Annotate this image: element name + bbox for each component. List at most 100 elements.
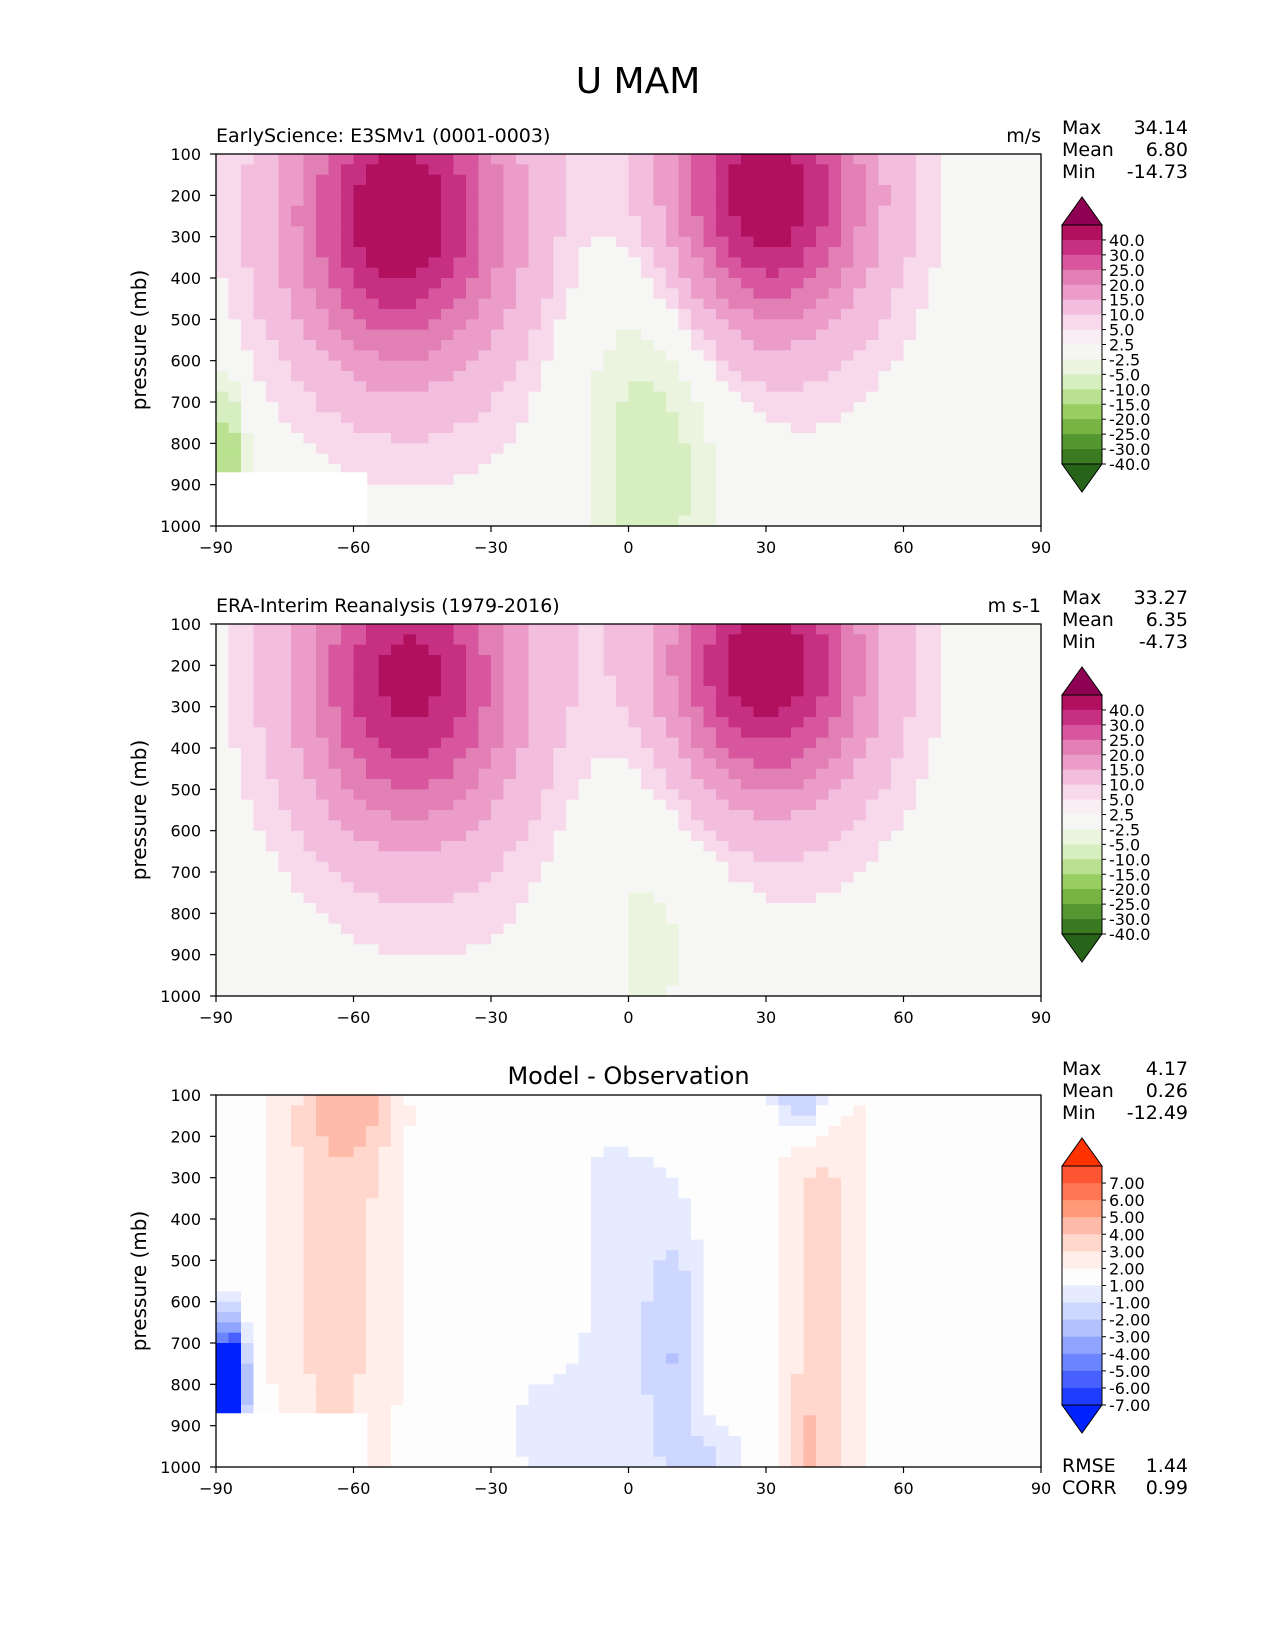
field-cell [666, 278, 680, 290]
field-cell [416, 402, 430, 414]
field-cell [378, 443, 392, 455]
field-cell [603, 892, 617, 904]
field-cell [866, 810, 880, 822]
field-cell [466, 634, 480, 646]
field-cell [478, 505, 492, 517]
field-cell [928, 944, 942, 956]
field-cell [441, 453, 455, 465]
field-cell [466, 923, 480, 935]
field-cell [541, 340, 555, 352]
field-cell [1016, 965, 1030, 977]
colorbar-swatch [1062, 389, 1102, 405]
field-cell [266, 758, 280, 770]
field-cell [866, 174, 880, 186]
field-cell [716, 727, 730, 739]
field-cell [316, 422, 330, 434]
field-cell [353, 391, 367, 403]
field-cell [741, 696, 755, 708]
field-cell [878, 779, 892, 791]
field-cell [653, 665, 667, 677]
field-cell [378, 841, 392, 853]
field-cell [628, 944, 642, 956]
field-cell [966, 861, 980, 873]
field-cell [241, 267, 255, 279]
field-cell [616, 505, 630, 517]
field-cell [853, 686, 867, 698]
field-cell [441, 861, 455, 873]
field-cell [891, 830, 905, 842]
field-cell [453, 727, 467, 739]
field-cell [266, 402, 280, 414]
field-cell [978, 934, 992, 946]
field-cell [266, 975, 280, 987]
field-cell [216, 402, 230, 414]
field-cell [841, 154, 855, 166]
field-cell [878, 624, 892, 636]
field-cell [703, 381, 717, 393]
field-cell [928, 779, 942, 791]
field-cell [666, 164, 680, 176]
field-cell [516, 882, 530, 894]
field-cell [828, 340, 842, 352]
field-cell [528, 360, 542, 372]
field-cell [516, 267, 530, 279]
field-cell [1003, 216, 1017, 228]
field-cell [791, 443, 805, 455]
field-cell [353, 381, 367, 393]
field-cell [353, 748, 367, 760]
field-cell [416, 443, 430, 455]
field-cell [366, 371, 380, 383]
field-cell [791, 975, 805, 987]
field-cell [428, 624, 442, 636]
field-cell [666, 923, 680, 935]
field-cell [716, 236, 730, 248]
field-cell [616, 185, 630, 197]
field-cell [878, 495, 892, 507]
field-cell [316, 985, 330, 997]
field-cell [691, 655, 705, 667]
field-cell [991, 799, 1005, 811]
field-cell [991, 236, 1005, 248]
field-cell [641, 903, 655, 915]
field-cell [378, 810, 392, 822]
field-cell [853, 985, 867, 997]
field-cell [591, 923, 605, 935]
field-cell [216, 1095, 230, 1107]
field-cell [741, 391, 755, 403]
field-cell [803, 453, 817, 465]
field-cell [241, 205, 255, 217]
field-cell [278, 944, 292, 956]
field-cell [916, 381, 930, 393]
field-cell [816, 934, 830, 946]
field-cell [578, 474, 592, 486]
field-cell [841, 288, 855, 300]
field-cell [841, 278, 855, 290]
field-cell [416, 748, 430, 760]
field-cell [466, 288, 480, 300]
field-cell [491, 495, 505, 507]
field-cell [628, 391, 642, 403]
field-cell [753, 820, 767, 832]
field-cell [891, 412, 905, 424]
field-cell [466, 195, 480, 207]
field-cell [391, 319, 405, 331]
field-cell [966, 236, 980, 248]
field-cell [991, 484, 1005, 496]
field-cell [291, 913, 305, 925]
field-cell [566, 675, 580, 687]
field-cell [966, 830, 980, 842]
field-cell [216, 779, 230, 791]
field-cell [428, 944, 442, 956]
field-cell [753, 464, 767, 476]
field-cell [541, 360, 555, 372]
field-cell [616, 903, 630, 915]
field-cell [866, 706, 880, 718]
field-cell [953, 655, 967, 667]
field-cell [541, 381, 555, 393]
field-cell [978, 319, 992, 331]
field-cell [816, 758, 830, 770]
field-cell [466, 329, 480, 341]
field-cell [366, 484, 380, 496]
field-cell [816, 706, 830, 718]
field-cell [391, 288, 405, 300]
